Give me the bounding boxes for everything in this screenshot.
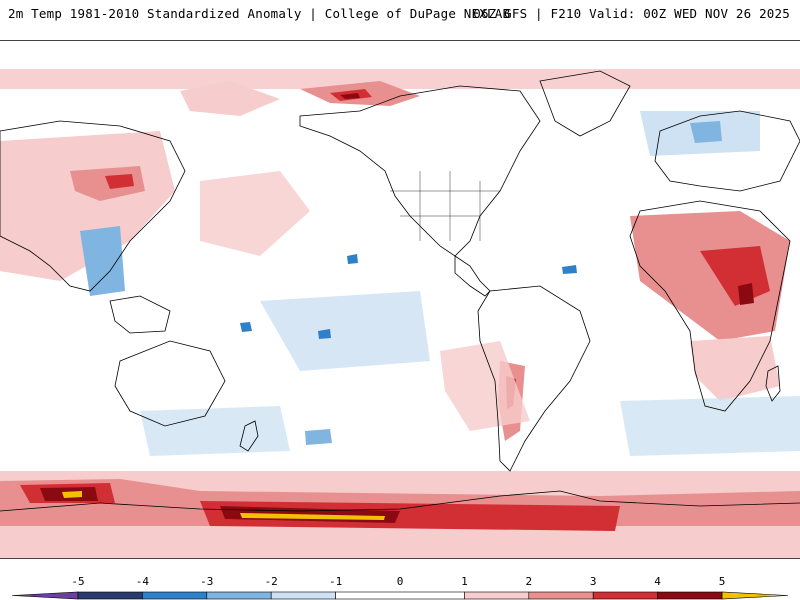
se-asia-islands-outline xyxy=(109,295,171,334)
cool-spot-4 xyxy=(240,322,252,332)
legend-bin-4 xyxy=(335,591,465,600)
arctic-dark xyxy=(340,93,360,99)
legend-tick-label: 1 xyxy=(461,575,468,588)
new-zealand-outline xyxy=(239,420,259,452)
legend-under-arrow xyxy=(11,591,79,600)
legend-tick-label: -3 xyxy=(200,575,213,588)
legend-tick-label: 2 xyxy=(525,575,532,588)
anomaly-shading xyxy=(0,69,800,558)
arctic-warm-band xyxy=(0,69,800,89)
africa-dark xyxy=(738,283,754,305)
indian-ocean-cool xyxy=(620,396,800,456)
se-asia-cool xyxy=(80,226,125,296)
legend-tick-label: -5 xyxy=(71,575,84,588)
legend-tick-label: 4 xyxy=(654,575,661,588)
legend-bin-2 xyxy=(206,591,272,600)
north-pacific-warm xyxy=(200,171,310,256)
antarctic-extreme-west xyxy=(62,491,82,498)
legend-bin-1 xyxy=(142,591,208,600)
legend-bin-5 xyxy=(464,591,530,600)
legend-bin-8 xyxy=(657,591,723,600)
central-america-outline xyxy=(454,255,491,297)
africa-outline xyxy=(629,200,791,412)
us-borders xyxy=(390,171,500,241)
greenland-outline xyxy=(539,70,631,137)
legend-tick-label: 0 xyxy=(397,575,404,588)
south-america-outline xyxy=(477,285,591,472)
cool-spot-5 xyxy=(305,429,332,445)
south-atlantic-warm xyxy=(440,341,530,431)
africa-warm xyxy=(630,211,790,341)
greenland-warm xyxy=(180,81,280,116)
pacific-cool xyxy=(260,291,430,371)
legend-tick-label: -2 xyxy=(265,575,278,588)
legend-canvas: -5 -4 -3 -2 -1 0 1 2 3 4 5 xyxy=(11,575,789,600)
cool-spot-2 xyxy=(562,265,577,274)
legend-tick-label: -4 xyxy=(136,575,150,588)
legend-bin-3 xyxy=(270,591,336,600)
map-canvas xyxy=(0,69,800,558)
map-title: 2m Temp 1981-2010 Standardized Anomaly |… xyxy=(8,6,511,21)
asia-outline xyxy=(0,120,186,292)
coastlines xyxy=(0,70,800,512)
legend-tick-label: 3 xyxy=(590,575,597,588)
color-legend: -5 -4 -3 -2 -1 0 1 2 3 4 5 xyxy=(0,565,800,600)
legend-bin-0 xyxy=(77,591,143,600)
china-core xyxy=(105,174,134,189)
legend-bin-6 xyxy=(528,591,594,600)
antarctica-outline xyxy=(0,490,800,512)
madagascar-outline xyxy=(765,365,781,402)
north-america-outline xyxy=(299,85,541,257)
run-valid-time: 06Z GFS | F210 Valid: 00Z WED NOV 26 202… xyxy=(473,6,790,21)
europe-outline xyxy=(654,110,800,192)
south-pacific-cool xyxy=(140,406,290,456)
legend-tick-label: -1 xyxy=(329,575,342,588)
southern-africa-warm xyxy=(690,336,780,401)
legend-bin-7 xyxy=(592,591,658,600)
title-bar: 2m Temp 1981-2010 Standardized Anomaly |… xyxy=(0,0,800,40)
legend-over-arrow xyxy=(721,591,789,600)
anomaly-map xyxy=(0,40,800,559)
legend-tick-label: 5 xyxy=(719,575,726,588)
cool-spot-3 xyxy=(318,329,331,339)
europe-cool xyxy=(690,121,722,143)
antarctic-extreme-east xyxy=(240,513,385,520)
australia-outline xyxy=(114,340,226,427)
cool-spot-1 xyxy=(347,254,358,264)
